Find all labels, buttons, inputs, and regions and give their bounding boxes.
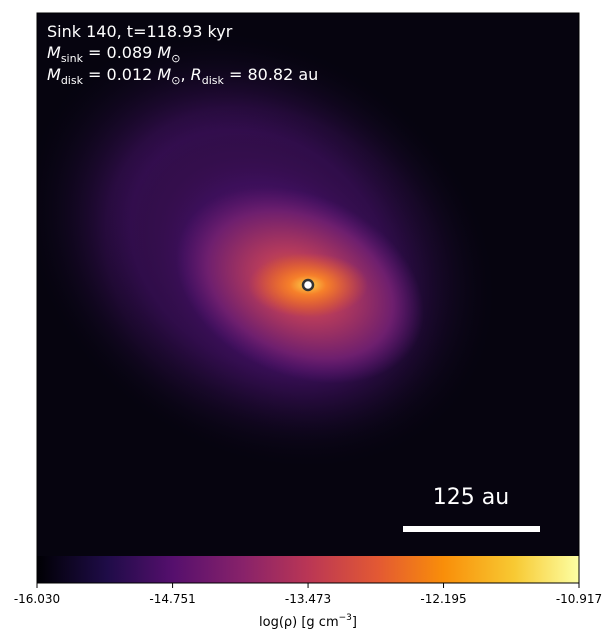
subscript: ⊙ [171,74,180,87]
symbol: M [157,65,171,84]
annotation-text: Sink 140, t=118.93 kyr [47,22,233,41]
annotation: Mdisk = 0.012 M⊙, Rdisk = 80.82 au [47,65,318,87]
annotation: Sink 140, t=118.93 kyr [47,22,233,41]
label-text: log(ρ) [g cm [259,615,339,630]
subscript: disk [202,74,225,87]
subscript: disk [61,74,84,87]
colorbar [37,556,579,583]
symbol: M [47,65,61,84]
superscript: −3 [339,613,352,623]
value: = 0.089 [83,43,157,62]
subscript: ⊙ [171,52,180,65]
symbol: M [47,43,61,62]
colorbar-tick-label: -10.917 [556,592,602,606]
colorbar-tick-label: -13.473 [285,592,331,606]
value: = 80.82 au [224,65,318,84]
density-map [37,13,579,556]
scale-bar-label: 125 au [433,485,509,510]
colorbar-tick-label: -16.030 [14,592,60,606]
value: = 0.012 [83,65,157,84]
colorbar-tick-label: -14.751 [149,592,195,606]
colorbar-tick-label: -12.195 [420,592,466,606]
subscript: sink [61,52,84,65]
separator: , [180,65,190,84]
symbol: R [191,65,202,84]
annotation: Msink = 0.089 M⊙ [47,43,180,65]
scale-bar [403,526,540,532]
colorbar-label: log(ρ) [g cm−3] [259,613,357,630]
label-text: ] [352,615,357,630]
symbol: M [157,43,171,62]
sink-marker [301,278,315,292]
